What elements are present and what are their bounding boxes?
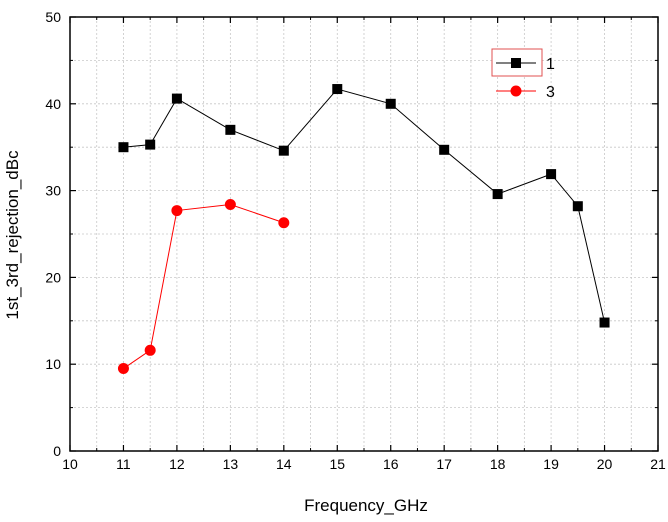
x-tick-label: 10	[62, 456, 78, 472]
y-tick-label: 10	[45, 356, 61, 372]
grid	[70, 17, 658, 451]
legend-label-1: 1	[546, 56, 555, 73]
series-3	[117, 198, 290, 375]
x-tick-label: 11	[116, 456, 131, 472]
legend-marker-3	[510, 85, 522, 97]
y-tick-label: 0	[53, 443, 61, 459]
series-layer	[117, 84, 610, 375]
data-point-series-1	[546, 169, 557, 180]
legend: 13	[491, 48, 555, 101]
x-tick-label: 18	[490, 456, 506, 472]
x-tick-label: 13	[223, 456, 239, 472]
x-tick-label: 20	[597, 456, 613, 472]
data-point-series-1	[599, 317, 610, 328]
x-axis-title: Frequency_GHz	[304, 496, 428, 515]
data-point-series-3	[144, 344, 156, 356]
data-point-series-1	[492, 189, 503, 200]
y-axis-title: 1st_3rd_rejection_dBc	[3, 150, 22, 320]
x-tick-label: 21	[650, 456, 666, 472]
series-line-1	[123, 88, 606, 323]
x-tick-label: 17	[436, 456, 452, 472]
legend-label-3: 3	[546, 84, 555, 101]
y-tick-label: 50	[45, 9, 61, 25]
x-tick-label: 16	[383, 456, 399, 472]
data-point-series-3	[171, 205, 183, 217]
x-tick-label: 12	[169, 456, 185, 472]
data-point-series-3	[278, 217, 290, 229]
y-tick-label: 30	[45, 183, 61, 199]
legend-marker-1	[511, 58, 521, 68]
y-tick-label: 40	[45, 96, 61, 112]
data-point-series-1	[225, 124, 236, 135]
x-tick-label: 14	[276, 456, 292, 472]
data-point-series-1	[385, 98, 396, 109]
data-point-series-1	[439, 144, 450, 155]
y-tick-label: 20	[45, 269, 61, 285]
x-tick-label: 19	[543, 456, 559, 472]
data-point-series-1	[118, 142, 129, 153]
data-point-series-1	[145, 139, 156, 150]
data-point-series-1	[171, 93, 182, 104]
data-point-series-1	[278, 145, 289, 156]
x-tick-label: 15	[329, 456, 345, 472]
data-point-series-3	[224, 198, 236, 210]
data-point-series-1	[572, 201, 583, 212]
data-point-series-3	[117, 363, 129, 375]
data-point-series-1	[332, 84, 343, 95]
series-1	[118, 84, 610, 328]
